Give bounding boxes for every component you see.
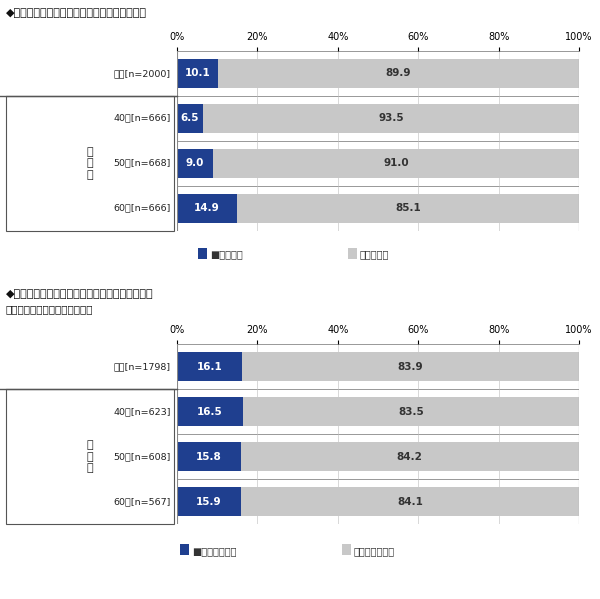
Text: 14.9: 14.9 — [194, 203, 220, 213]
Text: 83.5: 83.5 — [398, 407, 424, 417]
Text: 15.9: 15.9 — [196, 497, 222, 507]
Bar — [213, 149, 579, 178]
Text: ■心配している: ■心配している — [192, 546, 236, 556]
Text: 85.1: 85.1 — [395, 203, 421, 213]
Text: 10.1: 10.1 — [184, 68, 210, 78]
Text: 83.9: 83.9 — [398, 362, 423, 372]
Text: 84.1: 84.1 — [397, 497, 423, 507]
Text: 40代[n=623]: 40代[n=623] — [113, 407, 171, 416]
Bar — [241, 442, 579, 471]
Text: 89.9: 89.9 — [386, 68, 411, 78]
Bar — [177, 149, 213, 178]
Bar — [177, 352, 242, 382]
Text: 全体[n=2000]: 全体[n=2000] — [114, 69, 171, 78]
Text: ◆相続対策を既にしているか（単一回答形式）: ◆相続対策を既にしているか（単一回答形式） — [6, 8, 147, 18]
Bar — [241, 487, 579, 516]
Text: 50代[n=608]: 50代[n=608] — [113, 452, 171, 461]
Text: 50代[n=668]: 50代[n=668] — [113, 159, 171, 168]
Text: 60代[n=567]: 60代[n=567] — [113, 497, 171, 506]
Text: 16.1: 16.1 — [196, 362, 222, 372]
Bar — [177, 442, 241, 471]
Text: 60代[n=666]: 60代[n=666] — [113, 204, 171, 213]
Text: 9.0: 9.0 — [186, 158, 204, 168]
Bar — [203, 104, 579, 133]
Bar — [177, 59, 218, 88]
Text: 6.5: 6.5 — [181, 113, 199, 123]
Bar — [218, 59, 579, 88]
Text: 対象：相続対策をしていない人: 対象：相続対策をしていない人 — [6, 304, 94, 314]
Text: 40代[n=666]: 40代[n=666] — [113, 114, 171, 123]
Text: していない: していない — [360, 250, 389, 259]
Text: 93.5: 93.5 — [378, 113, 404, 123]
Bar — [237, 193, 579, 223]
Text: 16.5: 16.5 — [197, 407, 223, 417]
Text: 年
代
別: 年 代 別 — [86, 440, 94, 473]
Text: 84.2: 84.2 — [397, 452, 422, 462]
Bar — [177, 104, 203, 133]
Bar — [177, 193, 237, 223]
Text: ◆争族に降ると心配しているか（単一回答形式）: ◆争族に降ると心配しているか（単一回答形式） — [6, 289, 154, 300]
Bar — [242, 352, 579, 382]
Text: 年
代
別: 年 代 別 — [86, 147, 94, 180]
Bar — [177, 397, 244, 426]
Text: 心配していない: 心配していない — [354, 546, 395, 556]
Text: 全体[n=1798]: 全体[n=1798] — [114, 362, 171, 371]
Text: 91.0: 91.0 — [383, 158, 409, 168]
Bar — [177, 487, 241, 516]
Text: 15.8: 15.8 — [196, 452, 221, 462]
Text: ■している: ■している — [210, 250, 243, 259]
Bar — [244, 397, 579, 426]
